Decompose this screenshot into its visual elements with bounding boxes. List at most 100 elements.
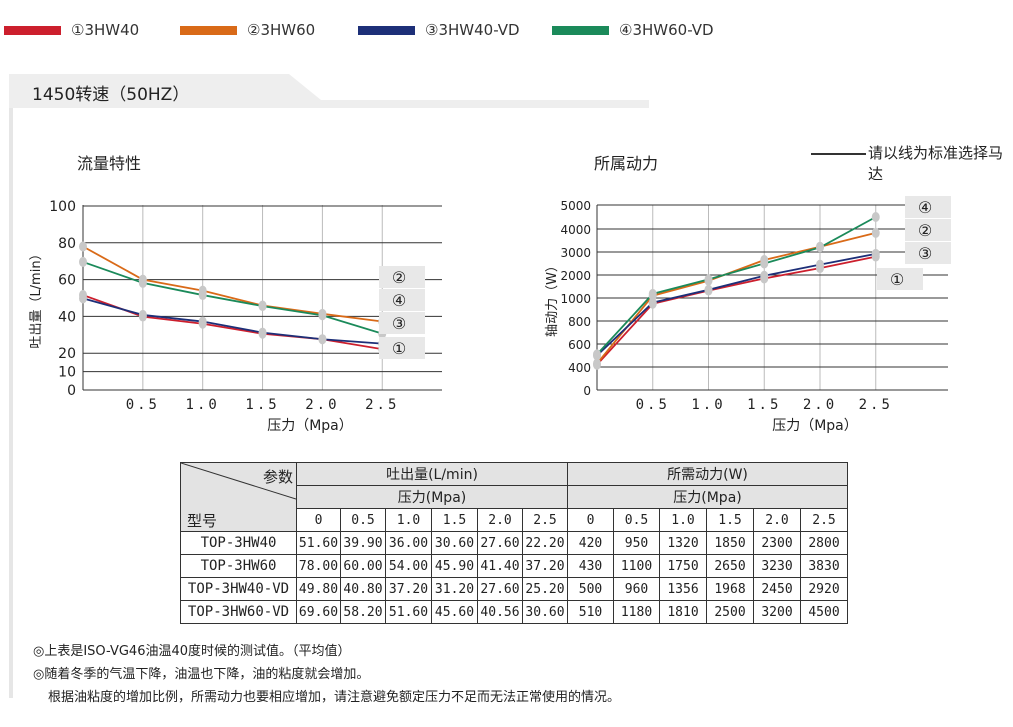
y-tick-label: 80 [58, 236, 76, 252]
table-corner-cell: 参数 型号 [180, 462, 297, 532]
data-point [79, 256, 87, 267]
power-cell: 4500 [800, 600, 848, 624]
data-point [816, 242, 824, 253]
legend-item-3hw40-vd: ③3HW40-VD [358, 18, 520, 42]
pressure-col: 1.5 [706, 508, 754, 532]
end-label-box [877, 268, 923, 290]
end-label-box [905, 219, 951, 241]
flow-cell: 51.60 [296, 531, 341, 555]
power-cell: 1320 [659, 531, 707, 555]
power-pressure-label: 压力(Mpa) [567, 485, 848, 509]
table-row: TOP-3HW40 51.60 39.90 36.00 30.60 27.60 … [180, 531, 848, 555]
flow-cell: 40.80 [340, 577, 386, 601]
legend-item-3hw60: ②3HW60 [180, 18, 315, 42]
flow-cell: 27.60 [477, 577, 523, 601]
corner-bottom-label: 型号 [187, 512, 218, 530]
data-point [318, 334, 327, 345]
data-point [760, 258, 769, 269]
flow-cell: 41.40 [477, 554, 523, 578]
legend-label: ④3HW60-VD [619, 21, 714, 39]
flow-cell: 69.60 [296, 600, 341, 624]
x-tick-label: 1.0 [691, 397, 725, 413]
series-line [596, 216, 877, 355]
pressure-col: 1.5 [431, 508, 478, 532]
data-point [704, 274, 713, 285]
y-tick-label: 1000 [560, 292, 591, 306]
end-label-box [379, 266, 425, 288]
end-label: ① [392, 339, 406, 358]
legend: ①3HW40 ②3HW60 ③3HW40-VD ④3HW60-VD [0, 18, 1013, 42]
power-cell: 2500 [706, 600, 754, 624]
power-cell: 2920 [800, 577, 848, 601]
data-point [318, 310, 327, 321]
pressure-col: 0 [296, 508, 341, 532]
flow-cell: 39.90 [340, 531, 386, 555]
model-cell: TOP-3HW40 [180, 531, 297, 555]
model-cell: TOP-3HW60-VD [180, 600, 297, 624]
legend-label: ①3HW40 [71, 21, 140, 39]
table-row: TOP-3HW60-VD 69.60 58.20 51.60 45.60 40.… [180, 600, 848, 624]
power-cell: 1750 [659, 554, 707, 578]
flow-cell: 54.00 [385, 554, 432, 578]
pressure-col: 2.0 [477, 508, 523, 532]
flow-cell: 58.20 [340, 600, 386, 624]
flow-cell: 27.60 [477, 531, 523, 555]
model-cell: TOP-3HW60 [180, 554, 297, 578]
power-cell: 950 [613, 531, 660, 555]
data-point [79, 241, 87, 252]
y-tick-label: 600 [568, 338, 591, 352]
power-cell: 430 [567, 554, 614, 578]
data-point [198, 316, 207, 327]
series-line [82, 261, 383, 335]
data-point [871, 212, 880, 222]
y-tick-label: 40 [58, 309, 76, 325]
series-line [596, 232, 876, 365]
y-tick-label: 400 [568, 361, 591, 375]
x-tick-label: 2.5 [365, 397, 399, 413]
end-label-box [905, 242, 951, 264]
flow-cell: 40.56 [477, 600, 523, 624]
data-point [648, 297, 657, 308]
x-tick-label: 1.5 [747, 397, 781, 413]
data-point [760, 270, 769, 281]
flow-cell: 37.20 [385, 577, 432, 601]
flow-cell: 25.20 [522, 577, 568, 601]
flow-cell: 37.20 [522, 554, 568, 578]
y-tick-label: 10 [58, 365, 76, 381]
flow-cell: 60.00 [340, 554, 386, 578]
y-tick-label: 60 [58, 273, 76, 289]
power-cell: 2300 [753, 531, 801, 555]
flow-cell: 36.00 [385, 531, 432, 555]
flow-cell: 45.60 [431, 600, 478, 624]
legend-swatch [358, 25, 415, 35]
power-cell: 2450 [753, 577, 801, 601]
x-axis-label: 压力（Mpa） [772, 418, 858, 434]
corner-top-label: 参数 [262, 468, 293, 486]
legend-item-3hw60-vd: ④3HW60-VD [552, 18, 714, 42]
model-cell: TOP-3HW40-VD [180, 577, 297, 601]
pressure-col: 0.5 [340, 508, 386, 532]
end-label: ④ [918, 198, 932, 217]
y-axis-label: 吐出量（L/min） [29, 247, 44, 348]
chart-title: 流量特性 [77, 155, 141, 173]
selection-note: 请以线为标准选择马达 [868, 144, 1004, 183]
data-point [704, 284, 713, 295]
legend-swatch [552, 25, 609, 35]
end-label: ② [392, 268, 406, 287]
spec-table: 参数 型号 吐出量(L/min) 所需动力(W) 压力(Mpa) 压力(Mpa)… [180, 462, 848, 624]
series-line [596, 252, 876, 357]
legend-swatch [4, 25, 61, 35]
section-title: 1450转速（50HZ） [32, 85, 190, 105]
x-axis-label: 压力（Mpa） [267, 418, 353, 434]
end-label: ④ [392, 291, 406, 310]
pressure-col: 0.5 [613, 508, 660, 532]
power-cell: 1180 [613, 600, 660, 624]
legend-label: ③3HW40-VD [425, 21, 520, 39]
left-rule [9, 108, 13, 698]
pressure-col: 2.0 [753, 508, 801, 532]
section-header-bar [9, 74, 649, 108]
data-point [648, 288, 657, 299]
flow-pressure-label: 压力(Mpa) [296, 485, 568, 509]
data-point [258, 301, 267, 312]
